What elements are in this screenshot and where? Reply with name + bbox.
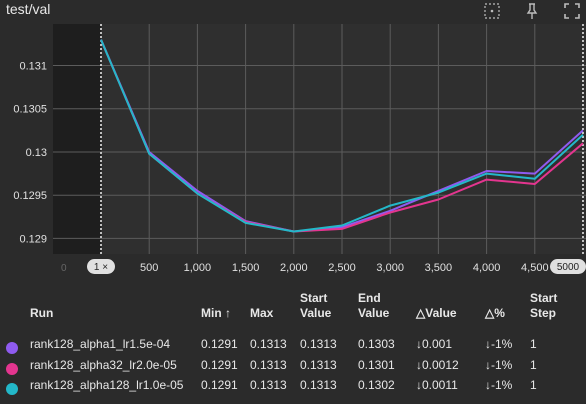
series-lines [100, 39, 584, 233]
max-value: 0.1313 [250, 337, 287, 351]
x-tick-label: 2,000 [280, 262, 308, 274]
x-tick-label: 3,000 [376, 262, 404, 274]
x-max-chip-label: 5000 [557, 262, 580, 273]
start-value: 0.1313 [300, 378, 337, 392]
run-name: rank128_alpha1_lr1.5e-04 [30, 337, 171, 351]
runs-table: Run Min ↑ Max Start Value End Value △Val… [0, 287, 586, 404]
y-tick-label: 0.13 [26, 147, 47, 159]
x-tick-label: 1,500 [232, 262, 260, 274]
fullscreen-icon[interactable] [563, 2, 581, 20]
x-tick-label: 4,000 [473, 262, 501, 274]
y-tick-label: 0.1295 [13, 190, 47, 202]
min-value: 0.1291 [201, 337, 238, 351]
end-value: 0.1302 [358, 378, 395, 392]
pin-icon[interactable] [523, 2, 541, 20]
panel-title: test/val [6, 1, 51, 17]
start-step: 1 [530, 358, 537, 372]
grid [53, 24, 586, 254]
delta-value: ↓0.001 [416, 337, 453, 351]
y-tick-label: 0.1305 [13, 104, 47, 116]
col-run-header[interactable]: Run [30, 306, 54, 320]
x-tick-label: 1,000 [184, 262, 212, 274]
plot-area [101, 24, 586, 254]
plot-shaded-region [53, 24, 101, 254]
start-step: 1 [530, 337, 537, 351]
x-axis-ticks: 500 1,000 1,500 2,000 2,500 3,000 3,500 4,000 4,… [140, 262, 549, 274]
delta-pct: ↓-1% [485, 358, 513, 372]
col-start-step-header[interactable]: Start Step [530, 291, 558, 320]
run-name: rank128_alpha128_lr1.0e-05 [30, 378, 184, 392]
x-tick-label: 500 [140, 262, 158, 274]
series-line-3[interactable] [100, 39, 584, 233]
start-value: 0.1313 [300, 358, 337, 372]
run-color-swatch [6, 363, 18, 375]
x-max-chip[interactable] [550, 259, 586, 274]
run-color-swatch [6, 342, 18, 354]
run-color-swatch [6, 383, 18, 395]
x-min-chip-label: 1 × [94, 262, 108, 273]
delta-value: ↓0.0012 [416, 358, 459, 372]
max-value: 0.1313 [250, 358, 287, 372]
max-value: 0.1313 [250, 378, 287, 392]
x-tick-label: 2,500 [328, 262, 356, 274]
col-delta-value-header[interactable]: △Value [416, 306, 457, 320]
delta-pct: ↓-1% [485, 337, 513, 351]
run-name: rank128_alpha32_lr2.0e-05 [30, 358, 177, 372]
series-line-1[interactable] [100, 39, 584, 233]
x-start-label: 0 [61, 263, 67, 274]
y-tick-label: 0.129 [19, 233, 47, 245]
start-value: 0.1313 [300, 337, 337, 351]
x-tick-label: 4,500 [521, 262, 549, 274]
y-axis-ticks: 0.129 0.1295 0.13 0.1305 0.131 [13, 61, 47, 246]
panel-header: test/val [0, 0, 586, 24]
col-min-header[interactable]: Min ↑ [201, 306, 231, 320]
start-step: 1 [530, 378, 537, 392]
col-max-header[interactable]: Max [250, 306, 274, 320]
delta-pct: ↓-1% [485, 378, 513, 392]
delta-value: ↓0.0011 [416, 378, 458, 392]
y-tick-label: 0.131 [19, 61, 47, 73]
col-start-value-header[interactable]: Start Value [300, 291, 332, 320]
min-value: 0.1291 [201, 358, 238, 372]
line-chart[interactable]: 0.129 0.1295 0.13 0.1305 0.131 500 1,000 1,500… [0, 24, 586, 287]
x-min-chip[interactable] [87, 259, 115, 274]
x-tick-label: 3,500 [425, 262, 453, 274]
col-delta-pct-header[interactable]: △% [485, 306, 505, 320]
min-value: 0.1291 [201, 378, 238, 392]
end-value: 0.1303 [358, 337, 395, 351]
end-value: 0.1301 [358, 358, 395, 372]
col-end-value-header[interactable]: End Value [358, 291, 390, 320]
fit-domain-icon[interactable] [483, 2, 501, 20]
